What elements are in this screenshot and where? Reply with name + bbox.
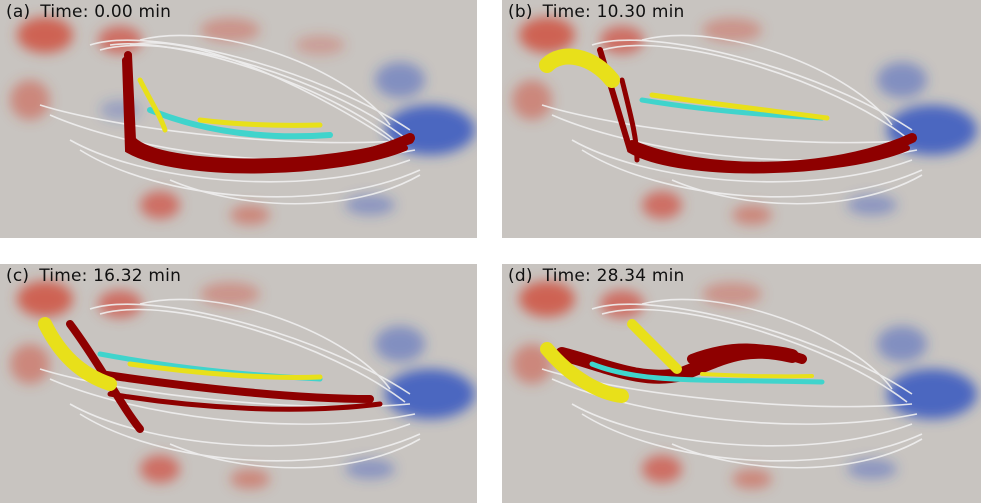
magnetogram-b	[512, 17, 977, 225]
panel-b: (b) Time: 10.30 min	[502, 0, 981, 238]
panel-label-a: (a) Time: 0.00 min	[6, 2, 171, 22]
yellow-fieldlines-a	[137, 77, 323, 133]
panel-tag-a: (a)	[6, 2, 31, 22]
cyan-fieldlines-d	[589, 361, 825, 385]
panel-tag-d: (d)	[508, 266, 533, 286]
panel-label-b: (b) Time: 10.30 min	[508, 2, 685, 22]
panel-time-c: Time: 16.32 min	[39, 266, 182, 286]
red-fieldlines-a	[122, 51, 415, 174]
panel-time-d: Time: 28.34 min	[542, 266, 685, 286]
red-fieldlines-d	[555, 343, 807, 384]
panel-label-d: (d) Time: 28.34 min	[508, 266, 685, 286]
magnetogram-fieldlines-b	[512, 17, 977, 225]
panel-tag-b: (b)	[508, 2, 533, 22]
panel-time-b: Time: 10.30 min	[542, 2, 685, 22]
panel-d: (d) Time: 28.34 min	[502, 264, 981, 503]
magnetogram-fieldlines-d	[512, 281, 977, 489]
white-fieldlines-b	[541, 34, 923, 205]
yellow-fieldlines-c	[38, 317, 323, 391]
magnetogram-fieldlines-a	[10, 17, 475, 225]
panel-a: (a) Time: 0.00 min	[0, 0, 477, 238]
panel-label-c: (c) Time: 16.32 min	[6, 266, 181, 286]
panel-time-a: Time: 0.00 min	[40, 2, 172, 22]
magnetogram-d	[512, 281, 977, 489]
panel-tag-c: (c)	[6, 266, 30, 286]
magnetogram-fieldlines-c	[10, 281, 475, 489]
red-fieldlines-b	[597, 47, 917, 174]
white-fieldlines-c	[39, 298, 421, 469]
cyan-fieldlines-a	[147, 107, 333, 140]
white-fieldlines-a	[39, 34, 421, 205]
yellow-fieldlines-d	[540, 319, 814, 403]
yellow-fieldlines-b	[539, 48, 830, 121]
panel-c: (c) Time: 16.32 min	[0, 264, 477, 503]
magnetogram-a	[10, 17, 475, 225]
magnetogram-c	[10, 281, 475, 489]
